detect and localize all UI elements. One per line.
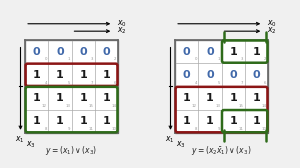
Text: 1: 1 — [56, 70, 64, 80]
Text: 6: 6 — [114, 80, 116, 85]
Text: 2: 2 — [114, 57, 116, 61]
Text: 5: 5 — [68, 80, 70, 85]
Text: 5: 5 — [218, 80, 220, 85]
Text: 9: 9 — [218, 127, 220, 131]
Text: 1: 1 — [56, 116, 64, 126]
Text: 0: 0 — [183, 47, 190, 57]
Text: 0: 0 — [79, 47, 87, 57]
Text: 2: 2 — [264, 57, 266, 61]
Text: 1: 1 — [229, 116, 237, 126]
Text: 1: 1 — [68, 57, 70, 61]
Text: 1: 1 — [229, 47, 237, 57]
Text: 1: 1 — [206, 116, 214, 126]
Text: 6: 6 — [264, 80, 266, 85]
Text: 0: 0 — [253, 70, 260, 80]
Text: 1: 1 — [102, 93, 110, 103]
Text: 1: 1 — [102, 70, 110, 80]
Text: $x_1$: $x_1$ — [165, 135, 175, 145]
Text: $x_0$: $x_0$ — [117, 18, 127, 29]
Text: 4: 4 — [194, 80, 197, 85]
Text: 0: 0 — [44, 57, 47, 61]
Text: 1: 1 — [79, 116, 87, 126]
Text: $x_1$: $x_1$ — [15, 135, 25, 145]
Text: 1: 1 — [33, 70, 40, 80]
Text: 10: 10 — [112, 127, 116, 131]
Text: 13: 13 — [215, 104, 220, 108]
Text: 12: 12 — [42, 104, 47, 108]
Text: 9: 9 — [68, 127, 70, 131]
Text: 0: 0 — [56, 47, 64, 57]
Text: 1: 1 — [252, 116, 260, 126]
Text: 0: 0 — [33, 47, 40, 57]
Text: 0: 0 — [103, 47, 110, 57]
Text: 13: 13 — [65, 104, 70, 108]
Text: 1: 1 — [229, 93, 237, 103]
Text: 11: 11 — [88, 127, 93, 131]
Text: 14: 14 — [112, 104, 116, 108]
Text: $y=(x_1) \vee (x_3)$: $y=(x_1) \vee (x_3)$ — [45, 144, 98, 157]
Text: 3: 3 — [91, 57, 93, 61]
Text: 7: 7 — [241, 80, 243, 85]
Text: 4: 4 — [44, 80, 47, 85]
Text: 1: 1 — [102, 116, 110, 126]
Text: $y=(x_2\bar{x}_1) \vee (x_3)$: $y=(x_2\bar{x}_1) \vee (x_3)$ — [191, 144, 252, 157]
Bar — [25, 40, 118, 133]
Text: 15: 15 — [88, 104, 93, 108]
Text: 0: 0 — [206, 47, 214, 57]
Text: $x_0$: $x_0$ — [267, 18, 277, 29]
Text: 1: 1 — [252, 47, 260, 57]
Text: 7: 7 — [91, 80, 93, 85]
Text: $x_2$: $x_2$ — [117, 26, 126, 36]
Bar — [175, 40, 268, 133]
Text: $x_3$: $x_3$ — [176, 140, 186, 150]
Text: 1: 1 — [33, 93, 40, 103]
Text: 3: 3 — [241, 57, 243, 61]
Text: 1: 1 — [183, 116, 190, 126]
Text: 8: 8 — [44, 127, 47, 131]
Text: 15: 15 — [238, 104, 243, 108]
Text: 10: 10 — [262, 127, 266, 131]
Text: 1: 1 — [183, 93, 190, 103]
Text: 1: 1 — [79, 70, 87, 80]
Text: 0: 0 — [206, 70, 214, 80]
Text: 0: 0 — [183, 70, 190, 80]
Text: $x_2$: $x_2$ — [267, 26, 276, 36]
Text: 1: 1 — [33, 116, 40, 126]
Text: $x_3$: $x_3$ — [26, 140, 36, 150]
Text: 8: 8 — [194, 127, 197, 131]
Text: 11: 11 — [238, 127, 243, 131]
Text: 0: 0 — [229, 70, 237, 80]
Text: 1: 1 — [206, 93, 214, 103]
Text: 12: 12 — [192, 104, 197, 108]
Text: 14: 14 — [262, 104, 266, 108]
Text: 1: 1 — [252, 93, 260, 103]
Text: 1: 1 — [79, 93, 87, 103]
Text: 1: 1 — [56, 93, 64, 103]
Text: 1: 1 — [218, 57, 220, 61]
Text: 0: 0 — [194, 57, 197, 61]
